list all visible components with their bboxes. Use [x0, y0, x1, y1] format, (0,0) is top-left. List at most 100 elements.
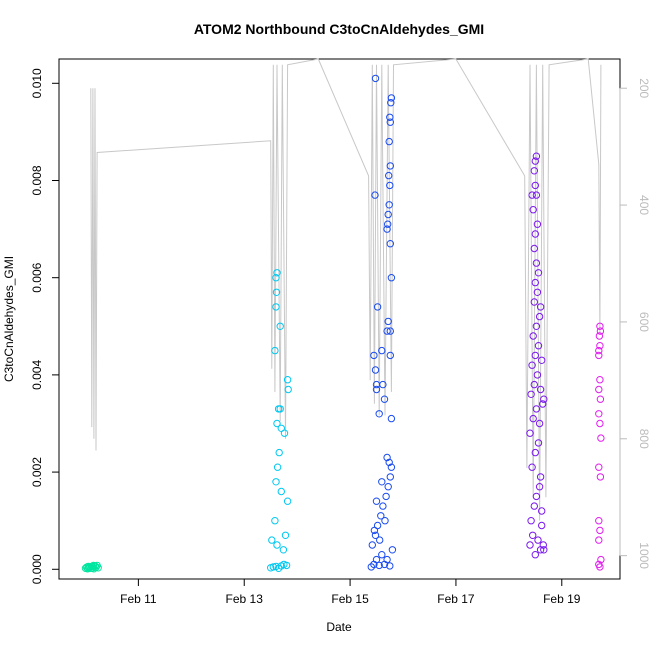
data-point	[371, 74, 380, 83]
data-point	[530, 298, 538, 306]
data-point	[386, 473, 394, 481]
data-point	[377, 512, 385, 520]
data-point	[272, 274, 280, 282]
data-point	[596, 419, 604, 428]
data-point	[384, 210, 392, 219]
data-point	[540, 546, 548, 554]
chart-title: ATOM2 Northbound C3toCnAldehydes_GMI	[194, 21, 484, 37]
data-point	[272, 478, 280, 486]
data-point	[595, 463, 603, 471]
data-point	[385, 458, 393, 467]
data-point	[597, 434, 605, 442]
x-tick-label: Feb 15	[331, 592, 369, 606]
data-point	[528, 191, 536, 199]
data-point	[538, 521, 546, 530]
x-axis: Feb 11 Feb 13 Feb 15 Feb 17 Feb 19	[120, 578, 581, 606]
data-point	[370, 351, 378, 360]
data-point	[539, 541, 547, 549]
data-point	[378, 478, 386, 486]
data-point	[372, 555, 381, 564]
data-point	[532, 191, 541, 199]
data-point	[531, 230, 539, 238]
data-point	[384, 483, 392, 491]
data-point	[529, 332, 537, 340]
data-point	[371, 191, 379, 199]
data-point	[595, 332, 604, 340]
data-point	[530, 502, 538, 510]
data-point	[596, 526, 604, 535]
data-point	[372, 380, 381, 389]
data-point	[532, 152, 541, 160]
data-point	[387, 463, 396, 471]
data-point	[379, 502, 387, 510]
data-point	[528, 361, 536, 369]
data-point	[387, 99, 395, 107]
data-point	[533, 371, 542, 379]
data-point	[535, 312, 544, 321]
data-point	[383, 225, 391, 233]
data-point	[529, 414, 537, 423]
altitude-line-layer	[90, 58, 602, 521]
data-point	[386, 181, 394, 190]
data-point	[528, 463, 536, 471]
x-tick-label: Feb 19	[543, 592, 581, 606]
data-point	[533, 220, 542, 228]
data-point	[534, 342, 543, 350]
data-point	[387, 94, 396, 102]
data-point	[388, 546, 397, 554]
data-point	[533, 288, 542, 296]
data-point	[532, 405, 541, 413]
data-point	[529, 531, 537, 539]
data-point	[596, 327, 605, 335]
data-point	[386, 118, 394, 126]
data-point	[276, 322, 284, 330]
data-point	[384, 317, 392, 326]
y-axis: 0.000 0.002 0.004 0.006 0.008 0.010	[30, 68, 59, 584]
data-point	[383, 555, 391, 564]
data-point	[386, 562, 394, 570]
data-point	[386, 351, 394, 360]
data-point	[284, 385, 292, 394]
data-point	[534, 269, 543, 277]
data-point	[273, 419, 281, 428]
data-point	[531, 181, 539, 190]
data-point	[385, 137, 393, 146]
secondary-y-tick-label: 1000	[637, 542, 650, 569]
data-point	[527, 390, 535, 398]
data-point	[596, 473, 605, 481]
y-tick-label: 0.006	[30, 262, 44, 292]
data-point	[89, 561, 98, 570]
data-point	[531, 351, 539, 360]
data-point	[383, 327, 391, 335]
data-point	[538, 356, 546, 364]
x-axis-label: Date	[326, 620, 352, 634]
data-point	[368, 541, 376, 549]
secondary-y-tick-label: 800	[637, 429, 650, 449]
data-point	[371, 366, 380, 374]
data-point	[530, 380, 538, 389]
data-point	[280, 429, 289, 437]
data-point	[383, 453, 391, 462]
data-point	[597, 555, 605, 564]
data-point	[531, 278, 539, 287]
data-point	[538, 507, 546, 515]
data-point	[386, 327, 394, 335]
data-point	[372, 385, 381, 394]
data-point	[539, 400, 547, 408]
data-point	[527, 517, 535, 525]
data-point	[279, 546, 288, 554]
x-tick-label: Feb 11	[120, 592, 157, 606]
data-point	[273, 463, 282, 471]
data-point	[386, 113, 394, 122]
data-point	[283, 376, 292, 384]
data-point	[526, 541, 534, 549]
y-tick-label: 0.004	[30, 360, 44, 390]
data-point	[272, 303, 280, 311]
data-point	[540, 395, 548, 403]
data-point	[378, 346, 386, 355]
data-point	[271, 517, 279, 525]
data-point	[536, 473, 545, 481]
data-point	[378, 551, 386, 559]
data-point	[534, 439, 543, 447]
data-point	[281, 531, 290, 539]
